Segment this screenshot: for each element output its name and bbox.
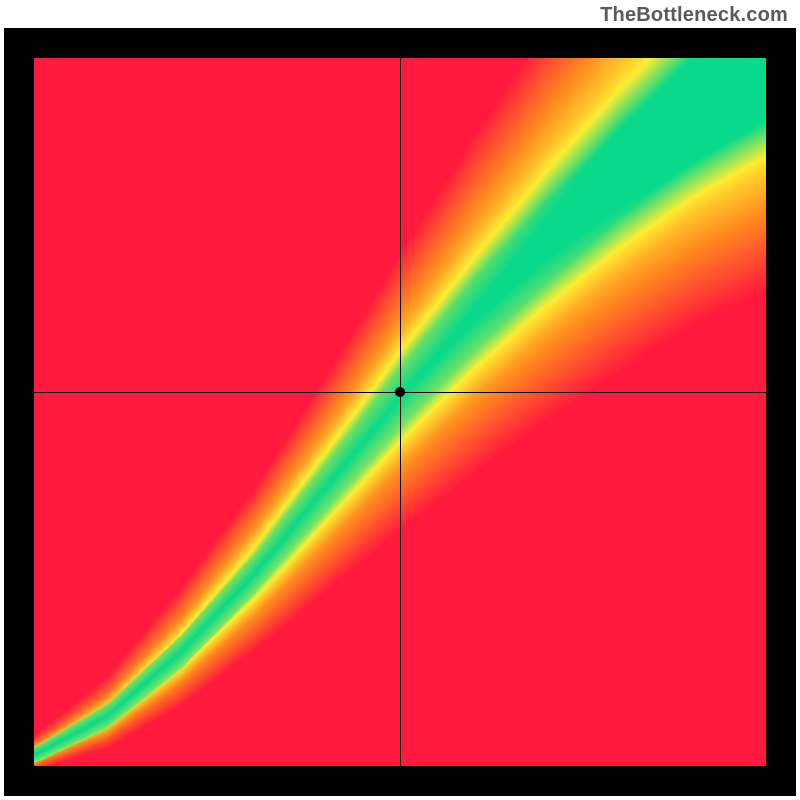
watermark-text: TheBottleneck.com (600, 4, 788, 27)
crosshair-vertical (400, 58, 401, 766)
chart-container: TheBottleneck.com (0, 0, 800, 800)
